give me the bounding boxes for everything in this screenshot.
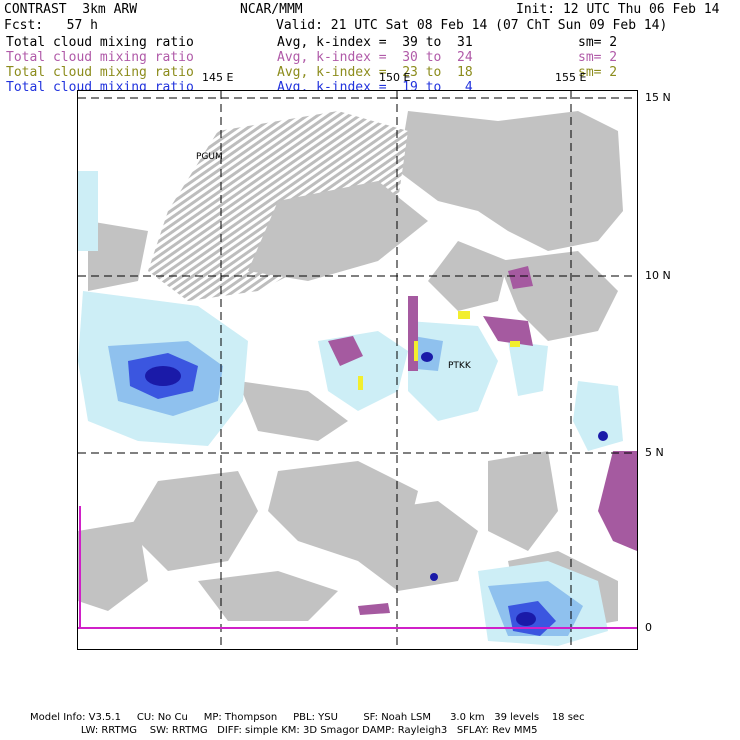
forecast-hour: Fcst: 57 h (4, 18, 98, 33)
field-stat-2: Avg, k-index = 30 to 24 (277, 50, 473, 65)
model-title: CONTRAST 3km ARW (4, 2, 138, 17)
field-sm-2: sm= 2 (578, 50, 618, 65)
lat-label-equator: 0 (645, 621, 652, 634)
map-panel: PGUM PTKK (77, 90, 638, 650)
lat-label-15n: 15 N (645, 91, 671, 104)
lon-label-150: 150 E (379, 71, 411, 84)
field-label-3: Total cloud mixing ratio (6, 65, 194, 80)
densest-cloud-core (145, 352, 608, 626)
field-label-2: Total cloud mixing ratio (6, 50, 194, 65)
station-ptkk: PTKK (448, 361, 471, 371)
org-label: NCAR/MMM (240, 2, 303, 17)
lat-label-5n: 5 N (645, 446, 664, 459)
field-sm-3: sm= 2 (578, 65, 618, 80)
field-stat-1: Avg, k-index = 39 to 31 (277, 35, 473, 50)
field-stat-3: Avg, k-index = 23 to 18 (277, 65, 473, 80)
init-time: Init: 12 UTC Thu 06 Feb 14 (516, 2, 720, 17)
lat-lon-grid (78, 91, 637, 649)
lat-label-10n: 10 N (645, 269, 671, 282)
field-label-1: Total cloud mixing ratio (6, 35, 194, 50)
lon-label-145: 145 E (202, 71, 234, 84)
model-info-line2: LW: RRTMG SW: RRTMG DIFF: simple KM: 3D … (30, 725, 538, 736)
valid-time: Valid: 21 UTC Sat 08 Feb 14 (07 ChT Sun … (276, 18, 668, 33)
model-info-line1: Model Info: V3.5.1 CU: No Cu MP: Thompso… (30, 712, 585, 723)
station-pgum: PGUM (196, 152, 223, 162)
lon-label-155: 155 E (555, 71, 587, 84)
upper-cloud-patches (358, 311, 520, 390)
field-sm-1: sm= 2 (578, 35, 618, 50)
cloud-map (78, 91, 637, 649)
